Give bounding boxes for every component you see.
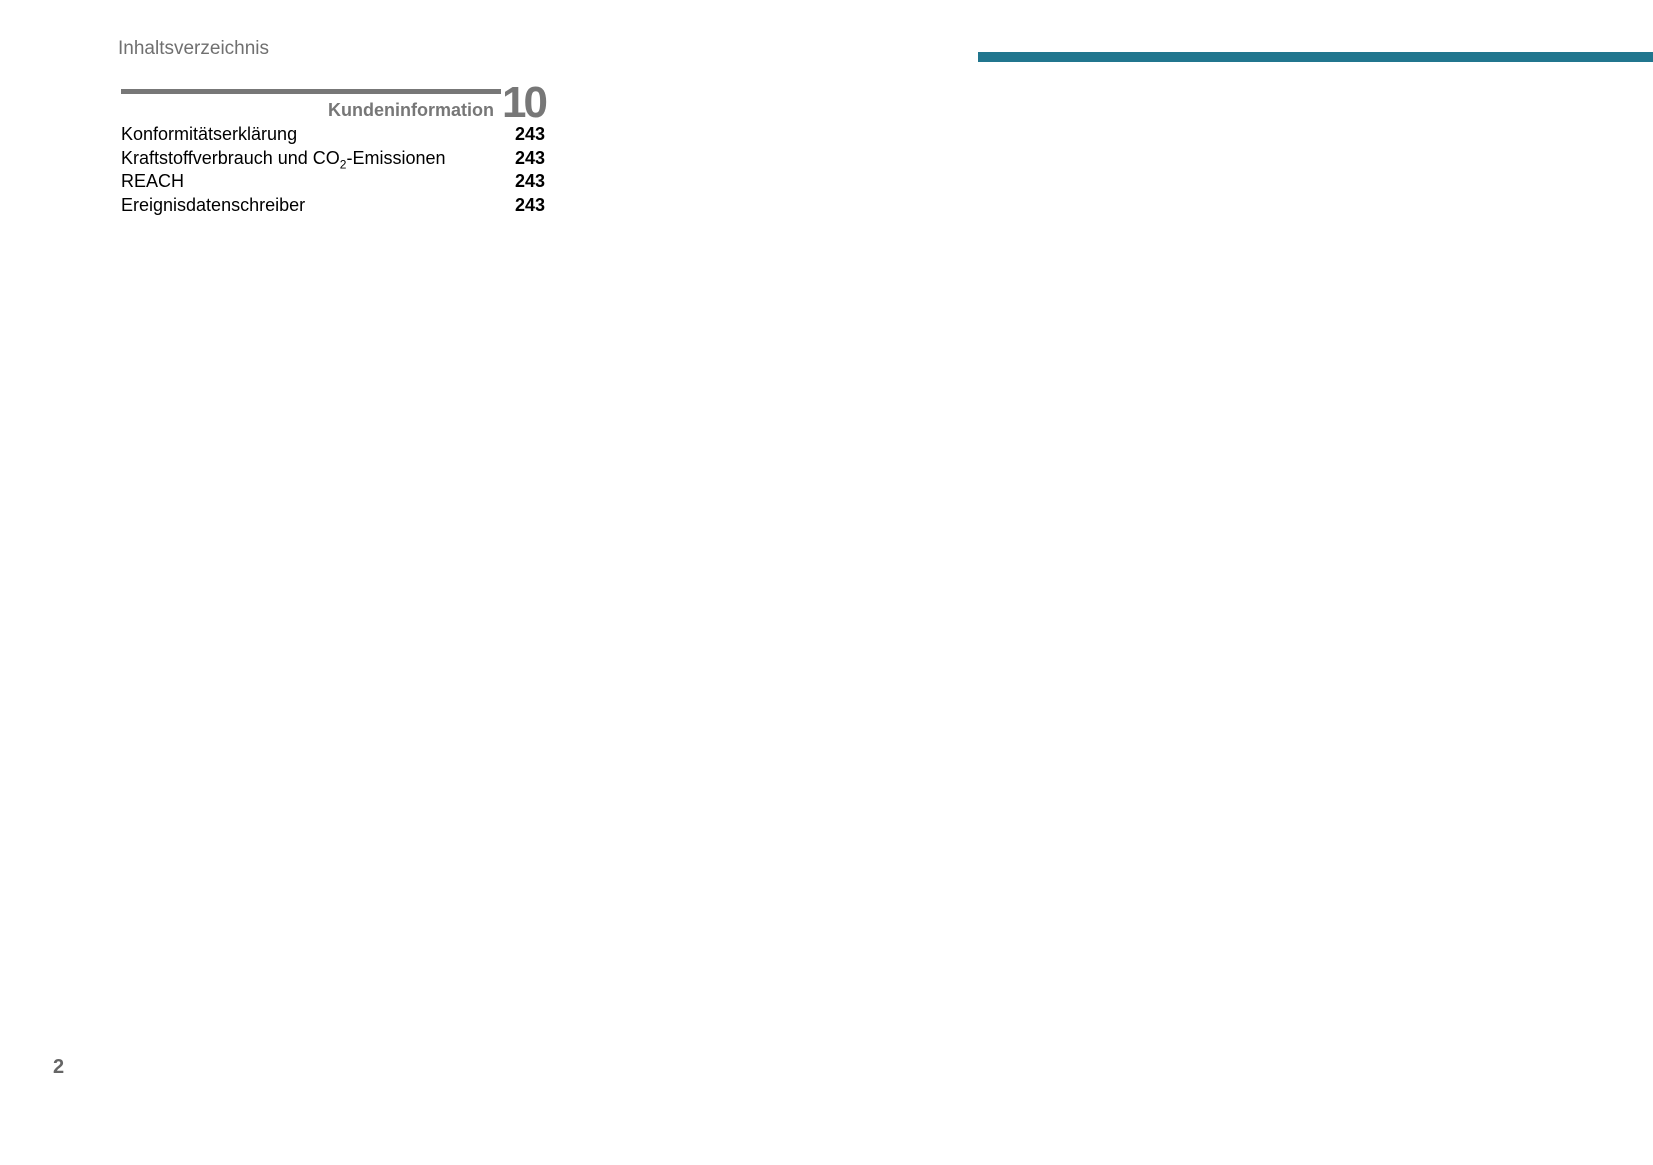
toc-entries: Konformitätserklärung 243 Kraftstoffverb… <box>121 124 545 218</box>
toc-entry-page: 243 <box>514 124 545 144</box>
toc-entry-page: 243 <box>514 171 545 191</box>
toc-entry-page: 243 <box>514 147 545 168</box>
toc-entry[interactable]: REACH 243 <box>121 171 545 195</box>
toc-entry-label: Kraftstoffverbrauch und CO2-Emissionen <box>121 148 446 172</box>
toc-entry[interactable]: Konformitätserklärung 243 <box>121 124 545 148</box>
header-accent-bar <box>978 52 1653 62</box>
toc-entry-label: REACH <box>121 171 185 191</box>
page-number: 2 <box>53 1056 65 1078</box>
chapter-number: 10 <box>502 78 548 127</box>
toc-entry[interactable]: Kraftstoffverbrauch und CO2-Emissionen 2… <box>121 148 545 172</box>
page-header-title: Inhaltsverzeichnis <box>118 38 270 59</box>
toc-entry-page: 243 <box>514 194 545 215</box>
chapter-rule <box>121 89 501 94</box>
label-subscript: 2 <box>339 157 347 172</box>
toc-entry-label: Ereignisdatenschreiber <box>121 194 306 215</box>
toc-entry-label: Konformitätserklärung <box>121 124 298 144</box>
chapter-title: Kundeninformation <box>328 100 494 120</box>
label-part: Kraftstoffverbrauch und CO <box>121 147 340 168</box>
label-part: -Emissionen <box>346 147 446 168</box>
toc-entry[interactable]: Ereignisdatenschreiber 243 <box>121 195 545 219</box>
